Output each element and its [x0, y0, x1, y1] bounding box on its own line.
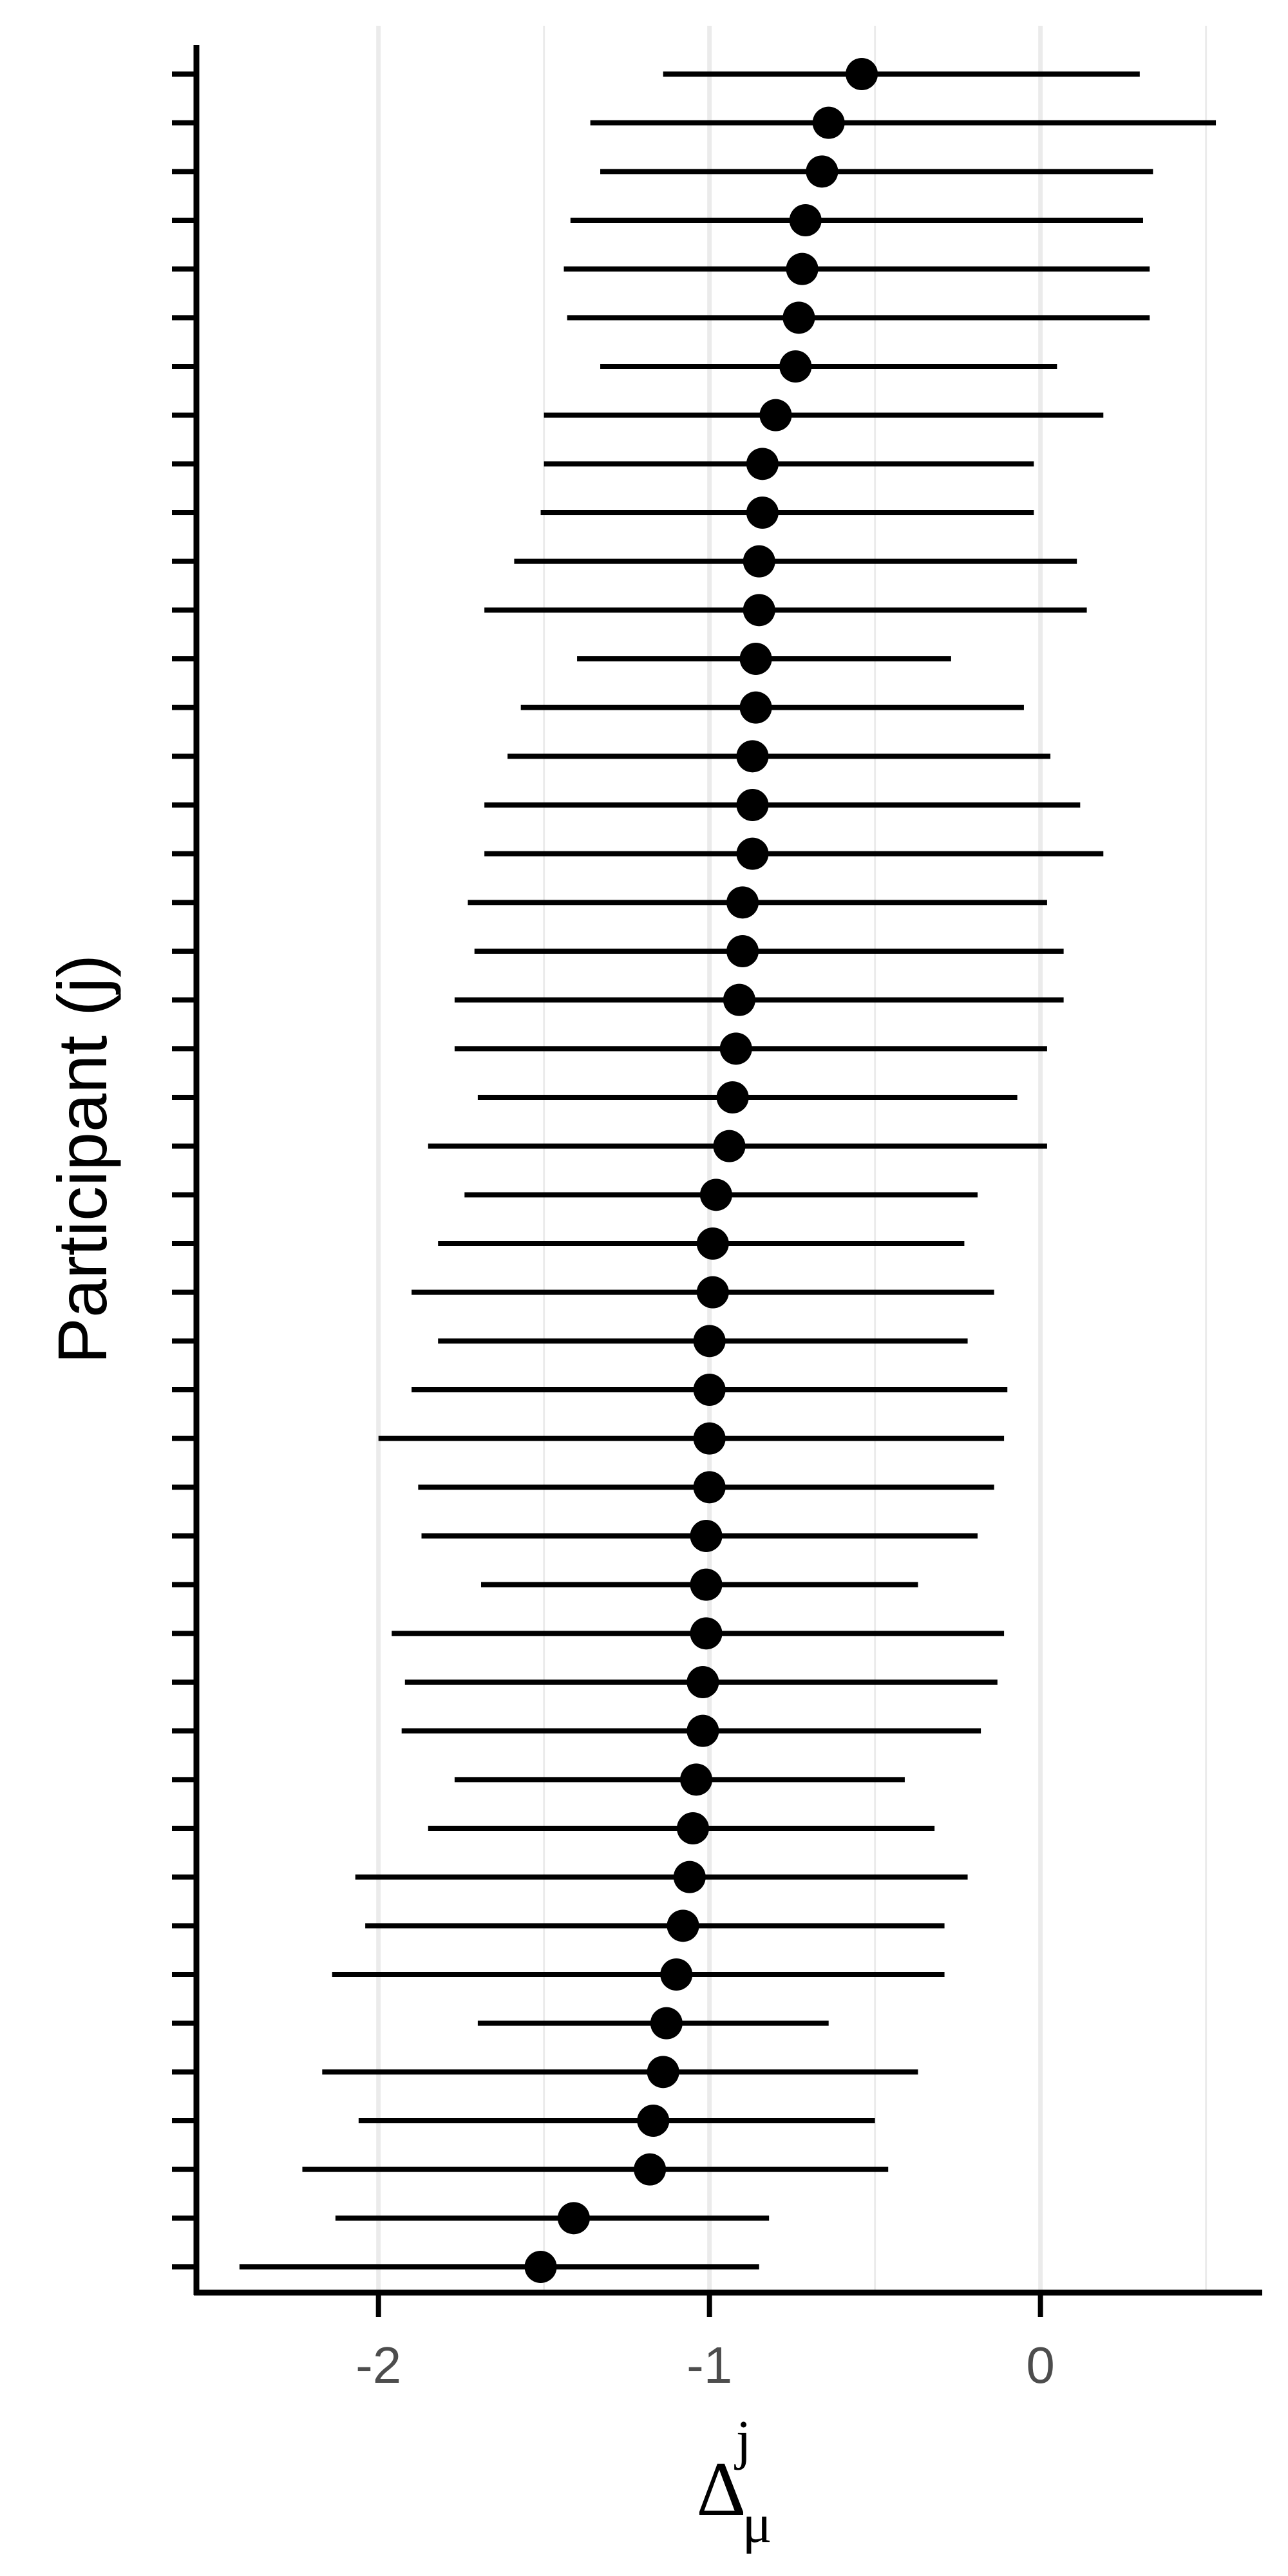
- point-estimate: [558, 2202, 590, 2234]
- point-estimate: [690, 1520, 723, 1552]
- point-estimate: [690, 1617, 723, 1649]
- point-estimate: [743, 594, 775, 626]
- x-tick-label: 0: [1026, 2336, 1055, 2394]
- point-estimate: [736, 740, 768, 772]
- point-estimate: [714, 1130, 746, 1162]
- point-estimate: [647, 2056, 679, 2088]
- point-estimate: [720, 1032, 752, 1065]
- point-estimate: [697, 1227, 729, 1260]
- point-estimate: [697, 1276, 729, 1309]
- point-estimate: [846, 58, 878, 90]
- point-estimate: [525, 2251, 557, 2283]
- point-estimate: [782, 301, 815, 334]
- point-estimate: [687, 1715, 719, 1747]
- x-tick-label: -2: [355, 2336, 401, 2394]
- point-estimate: [759, 399, 791, 431]
- point-estimate: [779, 350, 811, 383]
- point-estimate: [746, 448, 779, 480]
- point-estimate: [667, 1909, 699, 1942]
- point-estimate: [700, 1179, 732, 1211]
- x-axis-title-subscript: μ: [743, 2492, 772, 2554]
- point-estimate: [650, 2007, 683, 2040]
- point-estimate: [694, 1423, 726, 1455]
- point-estimate: [690, 1569, 723, 1601]
- point-estimate: [743, 545, 775, 578]
- point-estimate: [746, 497, 779, 529]
- point-estimate: [813, 107, 845, 139]
- point-estimate: [674, 1861, 706, 1893]
- y-axis-title: Participant (j): [43, 954, 121, 1364]
- point-estimate: [687, 1666, 719, 1698]
- point-estimate: [677, 1812, 709, 1844]
- x-axis-title-superscript: j: [734, 2409, 752, 2470]
- point-estimate: [790, 204, 822, 236]
- point-estimate: [680, 1763, 712, 1795]
- point-estimate: [806, 155, 838, 187]
- point-estimate: [694, 1471, 726, 1503]
- point-estimate: [634, 2154, 666, 2186]
- point-estimate: [736, 789, 768, 821]
- point-estimate: [726, 886, 759, 918]
- point-estimate: [736, 838, 768, 870]
- point-estimate: [717, 1081, 749, 1113]
- point-estimate: [637, 2105, 669, 2137]
- point-estimate: [740, 692, 772, 724]
- point-estimate: [786, 253, 819, 285]
- point-estimate: [726, 935, 759, 967]
- point-estimate: [694, 1374, 726, 1406]
- x-tick-label: -1: [687, 2336, 732, 2394]
- point-estimate: [723, 984, 755, 1016]
- point-estimate: [660, 1958, 692, 1991]
- point-estimate: [740, 643, 772, 675]
- point-estimate: [694, 1325, 726, 1357]
